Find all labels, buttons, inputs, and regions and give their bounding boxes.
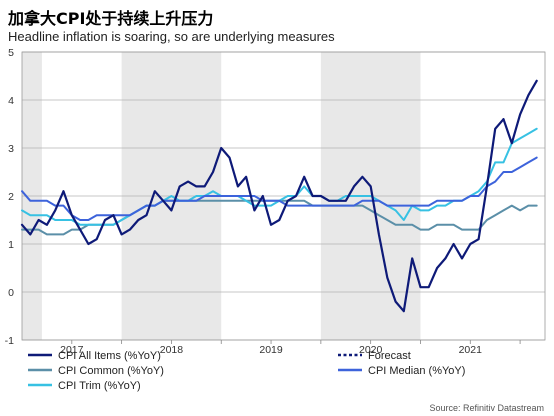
series-cpi-all-items-yoy <box>20 118 505 313</box>
y-tick-label: 2 <box>8 191 14 203</box>
y-axis: -1 0 1 2 3 4 5 <box>5 47 15 347</box>
y-tick-label: 1 <box>8 239 14 251</box>
legend-label: CPI Common (%YoY) <box>58 365 164 377</box>
series-lines <box>20 79 538 313</box>
y-tick-label: 0 <box>8 287 14 299</box>
x-tick-label: 2017 <box>60 344 84 356</box>
y-tick-label: 4 <box>8 95 14 107</box>
x-tick-label: 2019 <box>259 344 283 356</box>
x-tick-label: 2021 <box>459 344 483 356</box>
x-tick-label: 2020 <box>359 344 383 356</box>
source-note: Source: Refinitiv Datastream <box>429 403 544 413</box>
gridlines <box>21 51 546 341</box>
y-tick-label: 3 <box>8 143 14 155</box>
x-axis: 2017 2018 2019 2020 2021 <box>60 340 521 356</box>
legend-label: CPI All Items (%YoY) <box>58 350 161 362</box>
chart-subtitle: Headline inflation is soaring, so are un… <box>8 29 335 44</box>
y-tick-label: 5 <box>8 47 14 59</box>
chart-title: 加拿大CPI处于持续上升压力 <box>8 9 214 28</box>
legend-label: CPI Trim (%YoY) <box>58 380 141 392</box>
series-forecast <box>502 79 538 145</box>
series-cpi-trim-yoy <box>21 127 538 226</box>
legend-label: CPI Median (%YoY) <box>368 365 465 377</box>
legend: CPI All Items (%YoY) Forecast CPI Common (… <box>28 350 465 392</box>
plot-frame <box>21 51 546 341</box>
series-cpi-median-yoy <box>21 156 538 221</box>
y-tick-label: -1 <box>5 335 14 347</box>
x-tick-label: 2018 <box>160 344 184 356</box>
legend-label: Forecast <box>368 350 411 362</box>
